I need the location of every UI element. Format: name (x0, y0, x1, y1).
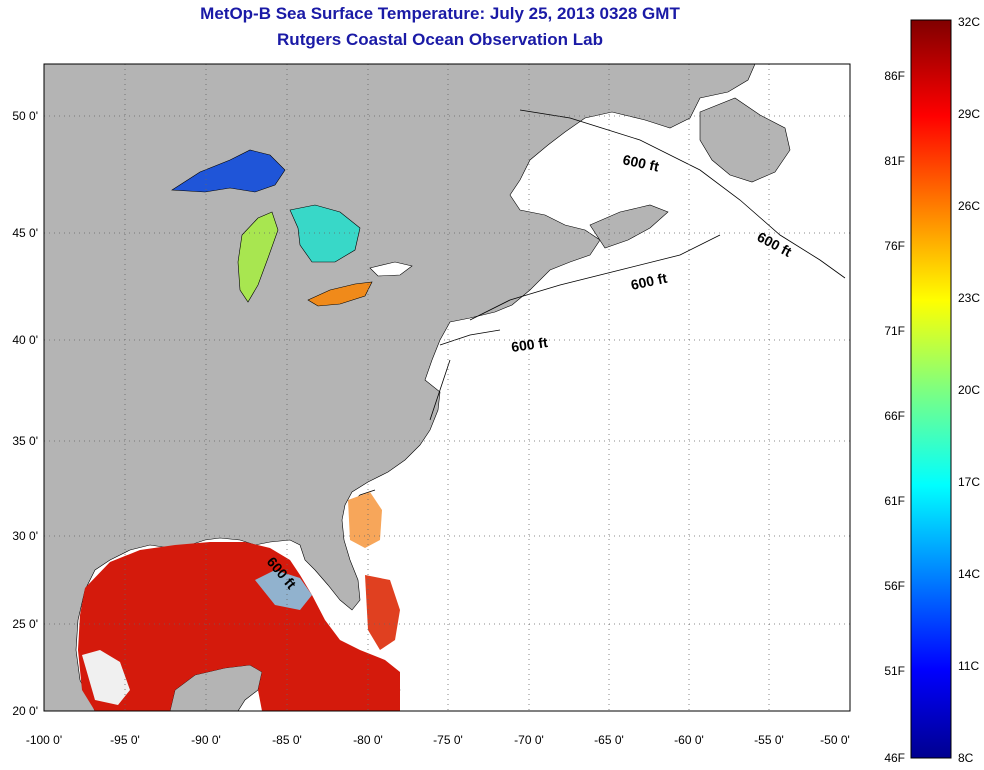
colorbar-fahrenheit-label: 61F (884, 494, 905, 508)
x-tick-label: -70 0' (514, 733, 544, 747)
y-tick-label: 25 0' (12, 617, 38, 631)
atlantic-sst-florida (348, 492, 382, 548)
map-title: MetOp-B Sea Surface Temperature: July 25… (200, 4, 680, 23)
colorbar (910, 19, 952, 759)
lake-michigan-sst (237, 211, 279, 303)
colorbar-fahrenheit-label: 81F (884, 154, 905, 168)
lake-erie-sst (307, 281, 373, 307)
colorbar-celsius-label: 14C (958, 567, 980, 581)
gulf-cool-patch (82, 650, 130, 705)
land-nova-scotia (589, 204, 669, 249)
y-tick-label: 50 0' (12, 109, 38, 123)
x-tick-label: -60 0' (674, 733, 704, 747)
y-tick-label: 35 0' (12, 434, 38, 448)
map-frame (43, 63, 851, 712)
y-tick-label: 40 0' (12, 333, 38, 347)
colorbar-fahrenheit-label: 66F (884, 409, 905, 423)
x-tick-label: -65 0' (594, 733, 624, 747)
colorbar-celsius-label: 8C (958, 751, 974, 765)
colorbar-celsius-label: 29C (958, 107, 980, 121)
colorbar-celsius-labels: 32C 29C 26C 23C 20C 17C 14C 11C 8C (958, 15, 980, 765)
shelf-contour-line (94, 109, 846, 701)
map-subtitle: Rutgers Coastal Ocean Observation Lab (277, 30, 603, 49)
lake-huron-sst (289, 204, 361, 263)
atlantic-sst-bahamas (365, 575, 400, 650)
x-tick-label: -50 0' (820, 733, 850, 747)
colorbar-celsius-label: 23C (958, 291, 980, 305)
y-axis-ticks: 20 0' 25 0' 30 0' 35 0' 40 0' 45 0' 50 0… (12, 109, 38, 718)
contour-label: 600 ft (621, 151, 660, 174)
colorbar-fahrenheit-label: 76F (884, 239, 905, 253)
x-tick-label: -80 0' (353, 733, 383, 747)
x-tick-label: -90 0' (191, 733, 221, 747)
colorbar-celsius-label: 17C (958, 475, 980, 489)
y-tick-label: 45 0' (12, 226, 38, 240)
gulf-cool-patch-2 (255, 570, 312, 610)
colorbar-fahrenheit-label: 86F (884, 69, 905, 83)
x-tick-label: -85 0' (272, 733, 302, 747)
colorbar-fahrenheit-label: 71F (884, 324, 905, 338)
x-tick-label: -100 0' (26, 733, 62, 747)
x-tick-label: -95 0' (110, 733, 140, 747)
colorbar-celsius-label: 20C (958, 383, 980, 397)
gulf-of-mexico-sst (78, 542, 400, 711)
colorbar-celsius-label: 32C (958, 15, 980, 29)
x-axis-ticks: -100 0' -95 0' -90 0' -85 0' -80 0' -75 … (26, 733, 850, 747)
x-tick-label: -75 0' (433, 733, 463, 747)
colorbar-celsius-label: 26C (958, 199, 980, 213)
contour-label: 600 ft (510, 334, 549, 355)
x-tick-label: -55 0' (754, 733, 784, 747)
contour-label: 600 ft (629, 270, 668, 293)
y-tick-label: 20 0' (12, 704, 38, 718)
colorbar-celsius-label: 11C (958, 659, 979, 673)
colorbar-fahrenheit-labels: 86F 81F 76F 71F 66F 61F 56F 51F 46F (884, 69, 905, 765)
land-newfoundland (699, 97, 791, 183)
y-tick-label: 30 0' (12, 529, 38, 543)
colorbar-fahrenheit-label: 56F (884, 579, 905, 593)
colorbar-fahrenheit-label: 51F (884, 664, 905, 678)
colorbar-fahrenheit-label: 46F (884, 751, 905, 765)
lake-ontario-sst (369, 261, 413, 277)
lake-superior-sst (171, 149, 286, 193)
